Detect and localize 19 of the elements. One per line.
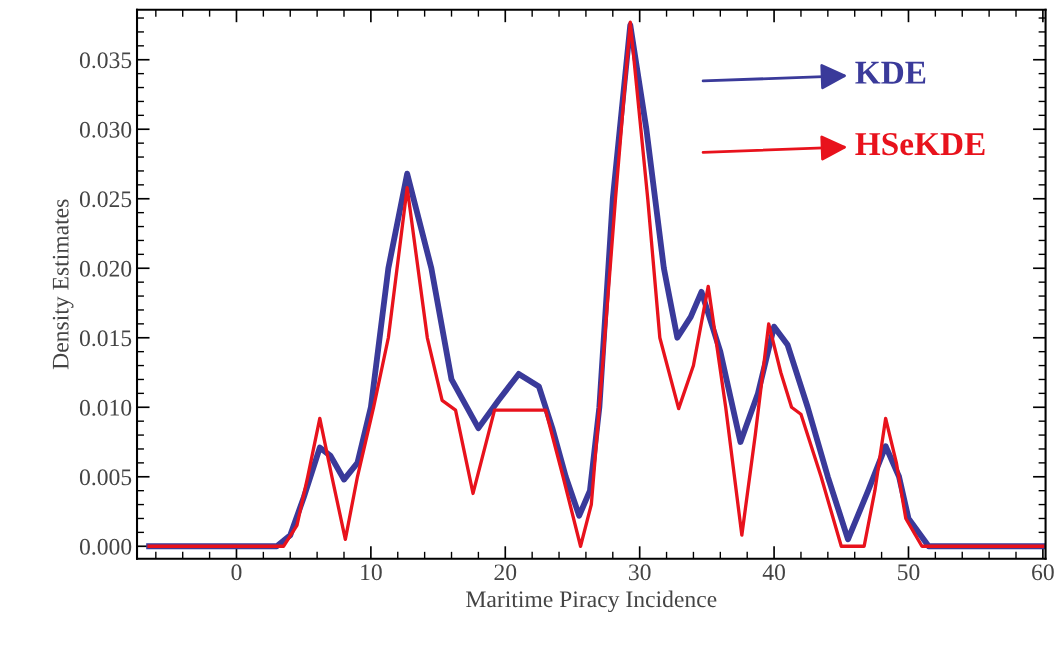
x-tick-label: 10 [361,564,382,581]
y-tick-label: 0.030 [79,121,132,138]
legend-label: KDE [855,61,926,84]
x-axis-title: Maritime Piracy Incidence [466,590,717,613]
legend-label: HSeKDE [855,132,985,156]
y-tick-label: 0.010 [79,399,132,416]
x-tick-label: 20 [494,564,517,581]
y-tick-label: 0.025 [79,191,132,208]
y-tick-label: 0.005 [79,469,132,486]
y-tick-label: 0.015 [79,330,132,347]
y-tick-label: 0.035 [79,52,132,69]
x-tick-label: 30 [629,564,651,581]
x-tick-label: 40 [762,564,785,581]
x-tick-label: 0 [231,564,242,581]
y-tick-label: 0.020 [79,260,132,277]
x-tick-label: 60 [1032,564,1054,581]
x-tick-label: 50 [898,564,920,581]
y-tick-label: 0.000 [79,538,132,555]
y-axis-title: Density Estimates [52,199,74,370]
